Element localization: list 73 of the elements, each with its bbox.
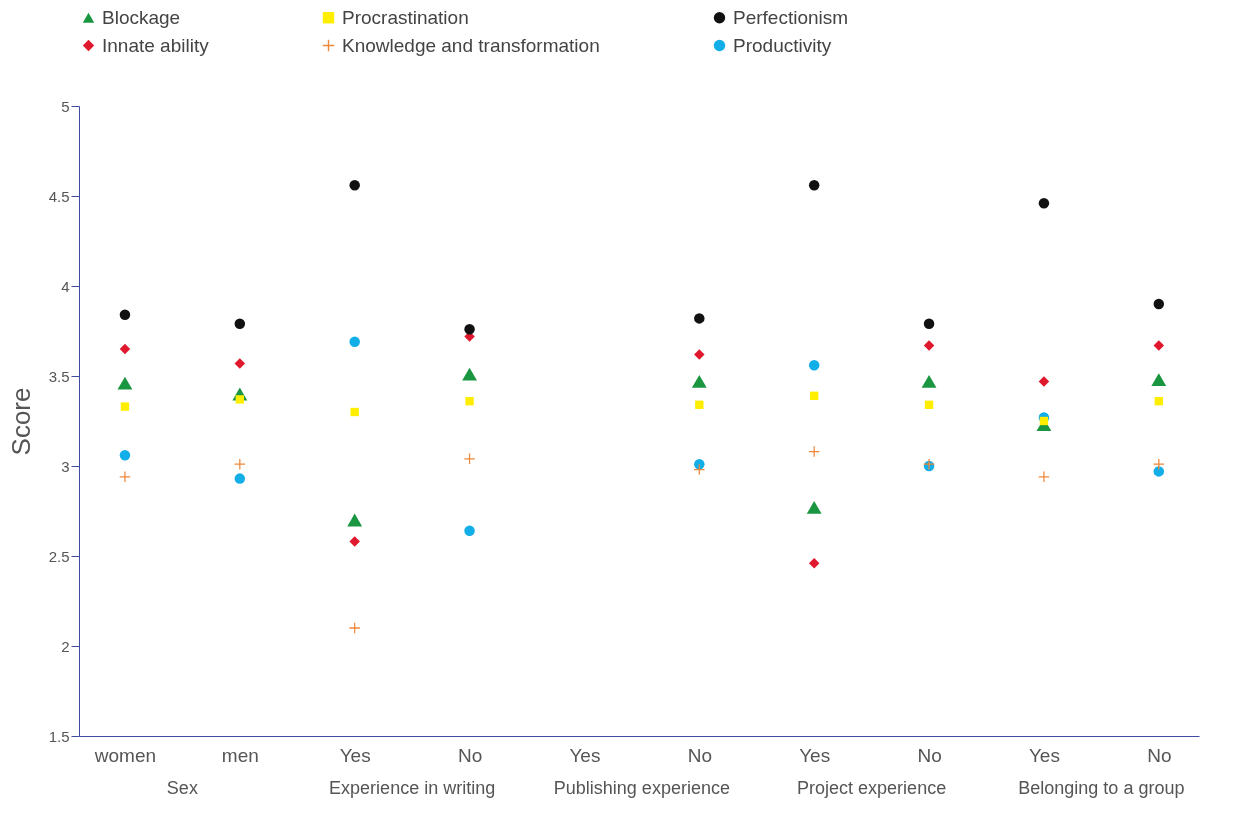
text: Experience in writing: [329, 778, 496, 798]
point: [119, 343, 131, 355]
text: Project experience: [797, 778, 947, 798]
point: [808, 179, 820, 191]
point: [1153, 340, 1165, 351]
y-tick-label: 1.5: [48, 727, 70, 745]
y-tick-label: 4: [61, 277, 70, 295]
point: [1038, 471, 1050, 483]
point: [1151, 373, 1167, 387]
y-tick-label: 5: [61, 97, 70, 115]
point: [117, 376, 133, 390]
point: [806, 500, 822, 514]
point: [349, 622, 360, 634]
text: Publishing experience: [553, 778, 730, 798]
x-tick-label: No: [917, 744, 942, 766]
x-tick-label: No: [687, 744, 712, 766]
x-tick-label: No: [1147, 744, 1172, 766]
point: [349, 536, 360, 547]
legend-label: Productivity: [733, 34, 832, 56]
point: [1154, 397, 1163, 406]
x-tick-label: Yes: [799, 744, 831, 766]
point: [119, 449, 131, 461]
y-axis-title: Score: [5, 387, 36, 456]
point: [234, 358, 246, 369]
point: [119, 309, 131, 321]
point: [923, 318, 935, 330]
point: [694, 458, 705, 470]
point: [119, 471, 131, 483]
point: [691, 374, 707, 388]
point: [694, 349, 705, 360]
legend-label: Perfectionism: [733, 6, 849, 28]
point: [695, 400, 704, 409]
y-tick-label: 2: [61, 637, 70, 655]
x-tick-label: women: [93, 744, 157, 766]
legend-label: Procrastination: [342, 6, 469, 28]
point: [464, 525, 475, 537]
legend-label: Blockage: [102, 6, 181, 28]
y-tick-label: 3.5: [48, 367, 70, 385]
y-tick-label: 4.5: [48, 187, 70, 205]
point: [924, 400, 934, 409]
point: [349, 336, 360, 348]
point: [465, 397, 474, 406]
point: [810, 391, 819, 400]
point: [1039, 416, 1049, 426]
legend-label: Innate ability: [102, 34, 210, 56]
point: [234, 473, 246, 484]
x-tick-label: Yes: [339, 744, 371, 766]
point: [1153, 298, 1165, 310]
x-tick-label: men: [221, 744, 259, 766]
point: [694, 313, 705, 324]
y-tick-label: 2.5: [48, 547, 70, 565]
point: [923, 340, 935, 351]
point: [350, 407, 359, 417]
point: [234, 318, 246, 330]
legend-label: Knowledge and transformation: [342, 34, 600, 56]
y-tick-label: 3: [61, 457, 70, 475]
point: [235, 395, 244, 404]
point: [347, 513, 363, 527]
point: [808, 359, 820, 371]
point: [1038, 197, 1050, 209]
point: [1153, 466, 1165, 477]
x-tick-label: Yes: [1028, 744, 1060, 766]
point: [921, 374, 937, 388]
text: Sex: [166, 778, 198, 798]
point: [808, 557, 820, 569]
point: [349, 179, 360, 191]
point: [1038, 376, 1050, 387]
text: Belonging to a group: [1018, 778, 1185, 798]
x-tick-label: No: [457, 744, 483, 766]
x-tick-label: Yes: [569, 744, 601, 766]
point: [462, 367, 477, 381]
point: [120, 402, 130, 411]
point: [464, 323, 475, 335]
